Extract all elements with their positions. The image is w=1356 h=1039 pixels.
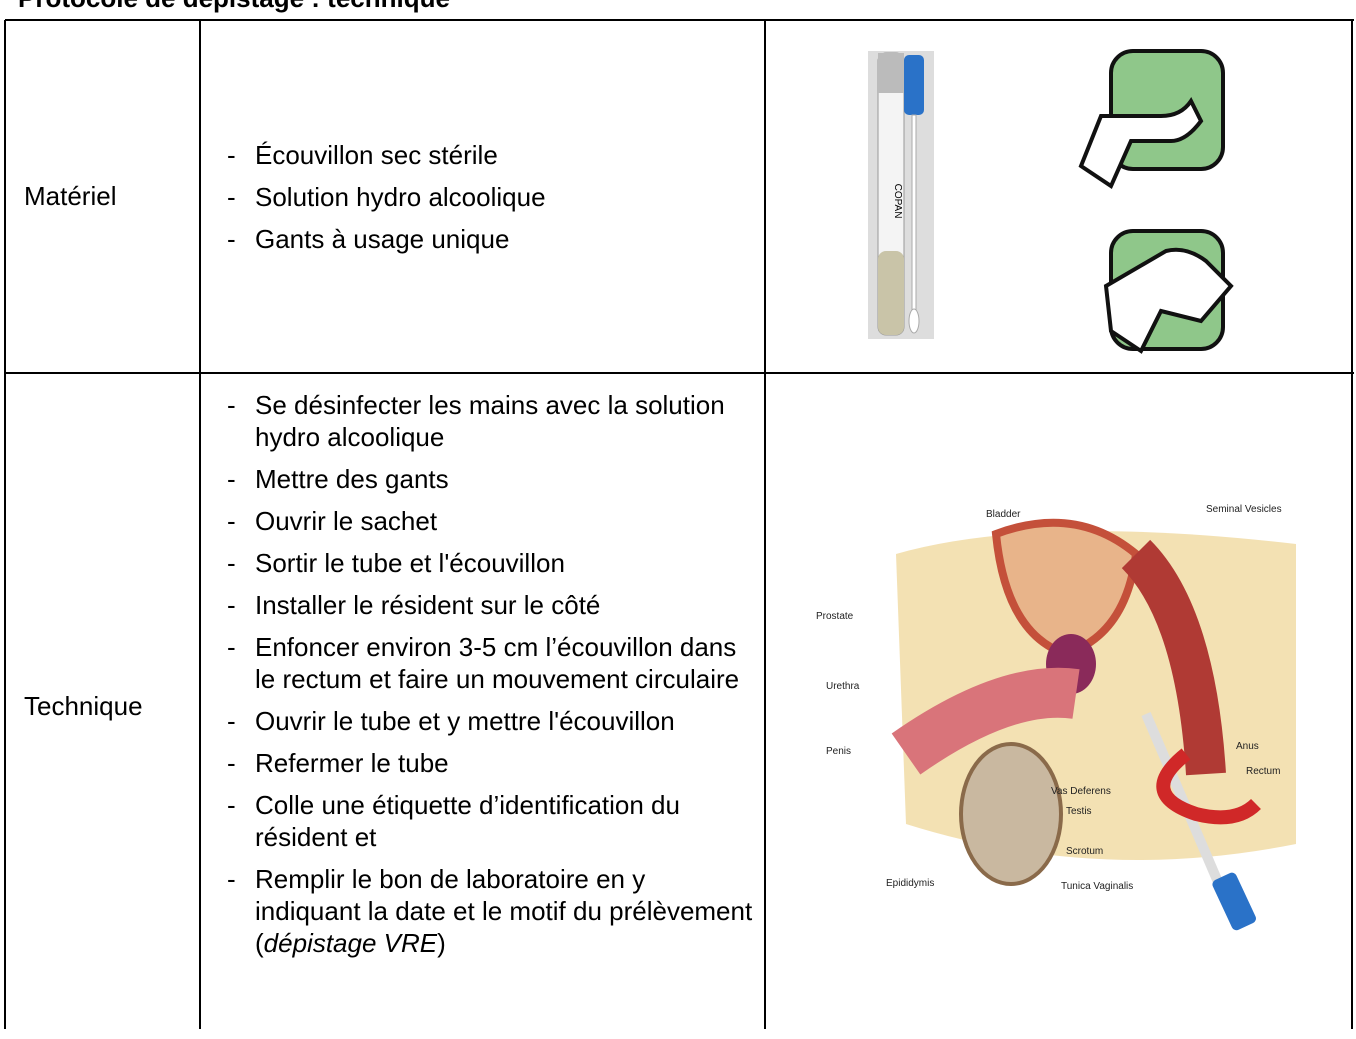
anatomy-label: Anus xyxy=(1236,741,1259,752)
materials-image: COPAN xyxy=(868,49,1234,354)
anatomy-label: Seminal Vesicles xyxy=(1206,504,1282,515)
item-text: Mettre des gants xyxy=(255,464,449,494)
testis xyxy=(959,742,1063,886)
border xyxy=(764,20,766,1029)
penis xyxy=(891,667,1080,775)
list-cell: Se désinfecter les mains avec la solutio… xyxy=(205,389,755,969)
item-text: Colle une étiquette d’identification du … xyxy=(255,790,680,852)
swab-cap xyxy=(1212,872,1256,931)
anatomy-image: Bladder Seminal Vesicles Prostate Urethra Pe… xyxy=(816,504,1296,931)
item-text: Refermer le tube xyxy=(255,748,449,778)
anatomy-label: Rectum xyxy=(1246,766,1280,777)
item-text: Sortir le tube et l'écouvillon xyxy=(255,548,565,578)
list-item: Refermer le tube xyxy=(205,747,755,779)
list-item: Remplir le bon de laboratoire en y indiq… xyxy=(205,863,755,959)
item-text: Se désinfecter les mains avec la solutio… xyxy=(255,390,725,452)
item-text: dépistage VRE xyxy=(263,928,438,958)
swab-stick xyxy=(911,114,917,316)
border xyxy=(1351,20,1353,1029)
doc-title: Protocole de dépistage : technique xyxy=(18,0,450,14)
border xyxy=(199,20,201,1029)
list: Se désinfecter les mains avec la solutio… xyxy=(205,389,755,959)
list-item: Sortir le tube et l'écouvillon xyxy=(205,547,755,579)
hand xyxy=(1078,97,1204,189)
anatomy-label: Tunica Vaginalis xyxy=(1061,881,1133,892)
item-text: Installer le résident sur le côté xyxy=(255,590,601,620)
rotation-arrow xyxy=(1156,748,1261,825)
list-item: Gants à usage unique xyxy=(205,223,546,255)
list-item: Mettre des gants xyxy=(205,463,755,495)
row-label: Technique xyxy=(24,691,143,721)
item-text: Remplir le bon de laboratoire en y indiq… xyxy=(255,864,753,958)
anatomy-label: Epididymis xyxy=(886,878,934,889)
anatomy-label: Scrotum xyxy=(1066,846,1103,857)
tube-cap xyxy=(878,53,904,93)
tube-label: COPAN xyxy=(892,184,903,219)
row-label: Matériel xyxy=(24,181,117,211)
border xyxy=(5,19,1354,21)
anatomy-label: Urethra xyxy=(826,681,860,692)
item-text: Enfoncer environ 3-5 cm l’écouvillon dan… xyxy=(255,632,740,694)
bladder xyxy=(991,518,1141,659)
list-item: Écouvillon sec stérile xyxy=(205,139,546,171)
list-item: Installer le résident sur le côté xyxy=(205,589,755,621)
item-text: Ouvrir le tube et y mettre l'écouvillon xyxy=(255,706,675,736)
item-text: Ouvrir le sachet xyxy=(255,506,438,536)
swab-tip xyxy=(908,308,920,334)
list-item: Ouvrir le tube et y mettre l'écouvillon xyxy=(205,705,755,737)
anatomy-label: Vas Deferens xyxy=(1051,786,1111,797)
list-item: Ouvrir le sachet xyxy=(205,505,755,537)
swab-cap xyxy=(904,55,924,115)
anatomy-label: Penis xyxy=(826,746,851,757)
border xyxy=(5,372,1354,374)
list: Écouvillon sec stérile Solution hydro alc… xyxy=(205,139,546,265)
rectum xyxy=(1121,539,1226,776)
anatomy-label: Testis xyxy=(1066,806,1092,817)
list-item: Colle une étiquette d’identification du … xyxy=(205,789,755,853)
anatomy-label: Bladder xyxy=(986,509,1021,520)
list-item: Se désinfecter les mains avec la solutio… xyxy=(205,389,755,453)
tube-liquid xyxy=(878,251,904,335)
border xyxy=(4,20,6,1029)
list-cell: Écouvillon sec stérile Solution hydro alc… xyxy=(205,20,755,373)
glove xyxy=(1103,247,1234,354)
item-text: ) xyxy=(437,928,446,958)
list-item: Solution hydro alcoolique xyxy=(205,181,546,213)
list-item: Enfoncer environ 3-5 cm l’écouvillon dan… xyxy=(205,631,755,695)
anatomy-label: Prostate xyxy=(816,611,854,622)
